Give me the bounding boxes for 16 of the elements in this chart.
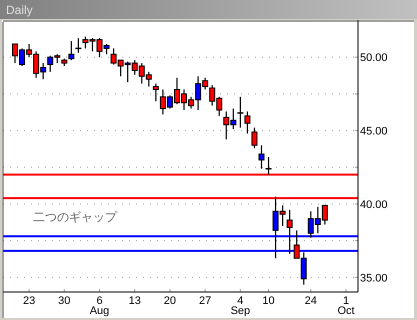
x-tick-label: 30 xyxy=(58,295,70,307)
x-tick-label: 24 xyxy=(304,295,317,307)
x-tick-label: 4 Sep xyxy=(230,295,250,317)
y-tick-label: 40.00 xyxy=(360,198,388,211)
x-tick-label: 10 xyxy=(262,295,275,307)
y-tick-label: 45.00 xyxy=(360,126,388,138)
x-tick-label: 13 xyxy=(128,295,141,307)
y-tick-label: 35.00 xyxy=(360,272,388,284)
title: Daily xyxy=(6,3,33,17)
x-tick-label: 27 xyxy=(199,295,212,307)
x-tick-label: 23 xyxy=(22,295,36,307)
x-tick-label: 20 xyxy=(164,295,176,307)
x-tick-label: 6 Aug xyxy=(90,295,110,317)
y-tick-label: 50.00 xyxy=(360,52,388,64)
annotation: 二つのギャップ xyxy=(33,210,118,224)
x-tick-label: 1 Oct xyxy=(337,295,355,317)
